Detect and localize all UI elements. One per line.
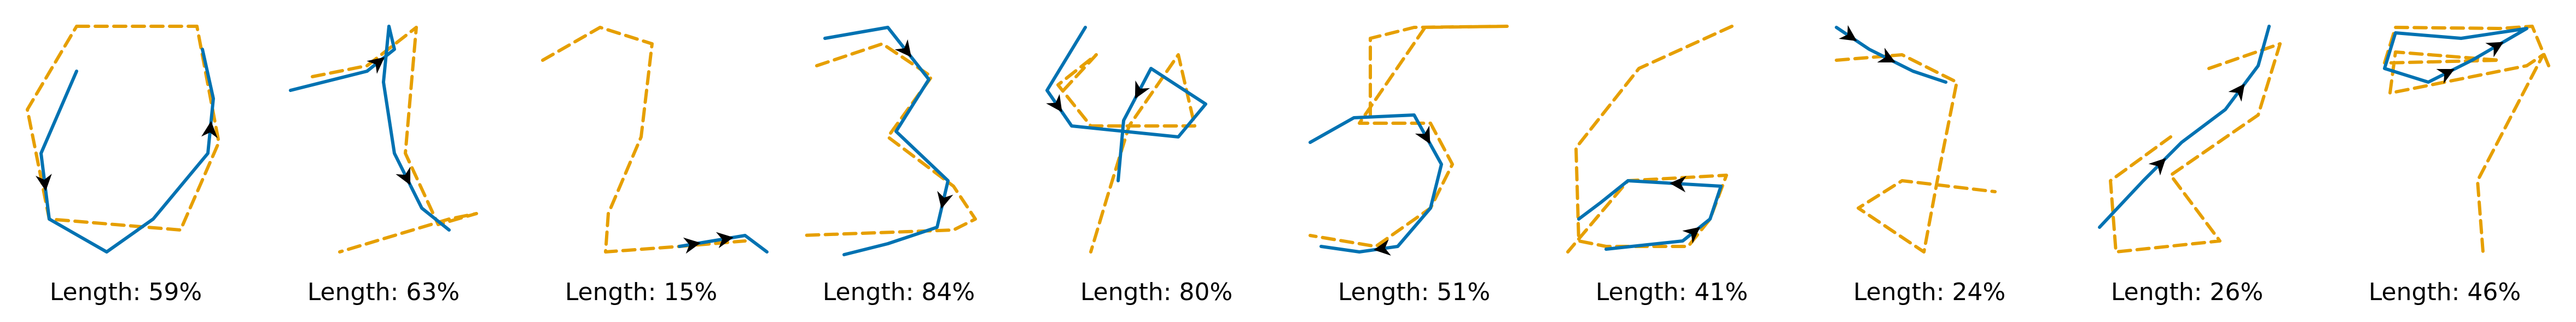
digit-panel-7: Length: 24% xyxy=(1835,25,2005,306)
learned-stroke-9 xyxy=(2383,27,2528,84)
direction-arrow-icon xyxy=(2228,83,2245,102)
reference-stroke-9 xyxy=(2383,25,2550,254)
reference-stroke-4 xyxy=(1056,53,1196,254)
digit-panel-3: Length: 84% xyxy=(799,26,977,306)
direction-arrow-icon xyxy=(683,237,701,254)
learned-stroke-5 xyxy=(1309,113,1443,254)
reference-stroke-3 xyxy=(799,42,977,237)
length-label-2: Length: 15% xyxy=(565,278,717,306)
length-label-4: Length: 80% xyxy=(1080,278,1232,306)
length-label-1: Length: 63% xyxy=(307,278,460,306)
direction-arrow-icon xyxy=(1670,176,1687,193)
length-label-5: Length: 51% xyxy=(1338,278,1490,306)
reference-stroke-2 xyxy=(541,26,747,254)
direction-arrow-icon xyxy=(1839,25,1857,41)
length-label-6: Length: 41% xyxy=(1596,278,1748,306)
reference-stroke-5 xyxy=(1309,25,1509,248)
reference-stroke-6 xyxy=(1566,25,1734,254)
length-label-0: Length: 59% xyxy=(50,278,202,306)
direction-arrow-icon xyxy=(201,121,218,139)
length-label-7: Length: 24% xyxy=(1853,278,2005,306)
reference-stroke-1 xyxy=(311,26,478,254)
digit-panel-6: Length: 41% xyxy=(1566,25,1748,306)
digit-panel-4: Length: 80% xyxy=(1045,26,1232,306)
learned-stroke-0 xyxy=(39,48,215,254)
digit-panel-1: Length: 63% xyxy=(289,25,478,306)
learned-stroke-6 xyxy=(1577,179,1723,251)
length-label-3: Length: 84% xyxy=(823,278,975,306)
digit-panel-5: Length: 51% xyxy=(1309,25,1509,306)
direction-arrow-icon xyxy=(1877,48,1896,63)
digit-panel-0: Length: 59% xyxy=(26,25,220,306)
direction-arrow-icon xyxy=(2436,68,2455,84)
direction-arrow-icon xyxy=(1374,239,1391,256)
direction-arrow-icon xyxy=(1415,125,1431,144)
direction-arrow-icon xyxy=(1046,94,1062,112)
learned-stroke-3 xyxy=(823,26,950,256)
direction-arrow-icon xyxy=(2148,158,2166,176)
learned-stroke-1 xyxy=(289,25,451,232)
learned-stroke-8 xyxy=(2098,25,2271,229)
length-label-9: Length: 46% xyxy=(2369,278,2521,306)
digit-panel-8: Length: 26% xyxy=(2098,25,2282,306)
length-label-8: Length: 26% xyxy=(2111,278,2263,306)
digit-panel-9: Length: 46% xyxy=(2369,25,2550,306)
direction-arrow-icon xyxy=(716,232,734,249)
direction-arrow-icon xyxy=(1135,80,1150,99)
reference-stroke-7 xyxy=(1835,53,1997,254)
learned-stroke-4 xyxy=(1045,26,1207,182)
reference-stroke-0 xyxy=(26,25,220,232)
direction-arrow-icon xyxy=(937,191,953,209)
reference-stroke-8 xyxy=(2109,42,2282,254)
digit-panel-2: Length: 15% xyxy=(541,26,769,306)
